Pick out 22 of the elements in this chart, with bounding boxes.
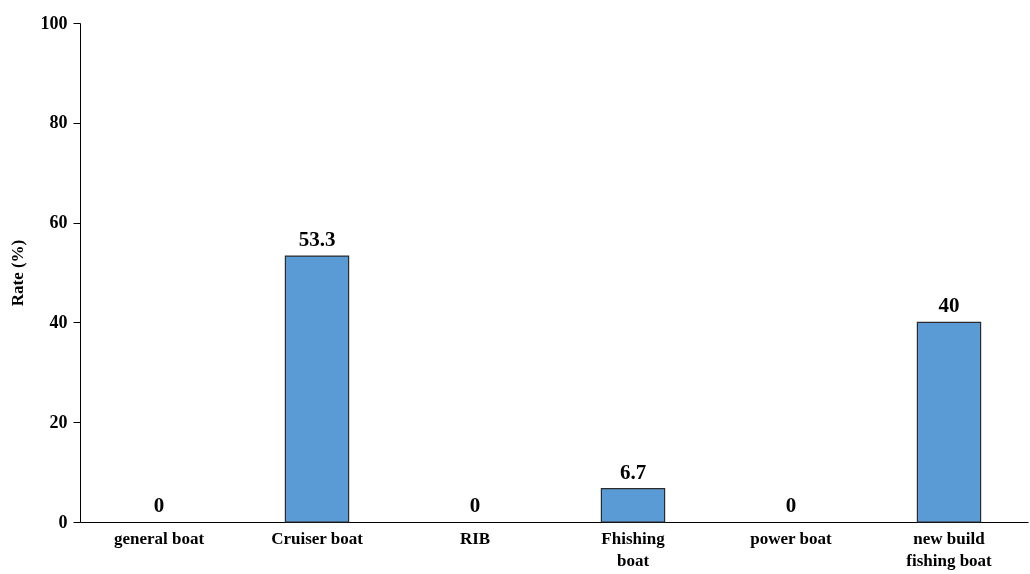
y-tick-label: 60: [49, 212, 68, 233]
x-tick-label: Cruiser boat: [271, 528, 364, 548]
data-label: 53.3: [298, 227, 336, 252]
x-tick-label: Fhishing boat: [601, 528, 666, 570]
bar: [600, 487, 666, 523]
x-tick-label: power boat: [750, 528, 833, 548]
y-tick-label: 80: [49, 112, 68, 133]
bar: [916, 321, 982, 523]
data-label: 0: [785, 493, 797, 517]
bar: [284, 255, 350, 523]
y-tick-label: 20: [49, 411, 68, 432]
data-label: 0: [469, 493, 481, 517]
y-tick-label: 40: [49, 311, 68, 332]
x-tick-label: RIB: [459, 528, 491, 548]
y-tick-label: 0: [58, 511, 68, 532]
x-tick-label: general boat: [113, 528, 205, 548]
x-tick-label: new build fishing boat: [906, 528, 993, 570]
y-tick-label: 100: [40, 12, 68, 33]
y-axis-title: Rate (%): [7, 239, 27, 307]
data-label: 0: [153, 493, 165, 517]
data-label: 40: [938, 293, 960, 318]
data-label: 6.7: [619, 459, 647, 484]
